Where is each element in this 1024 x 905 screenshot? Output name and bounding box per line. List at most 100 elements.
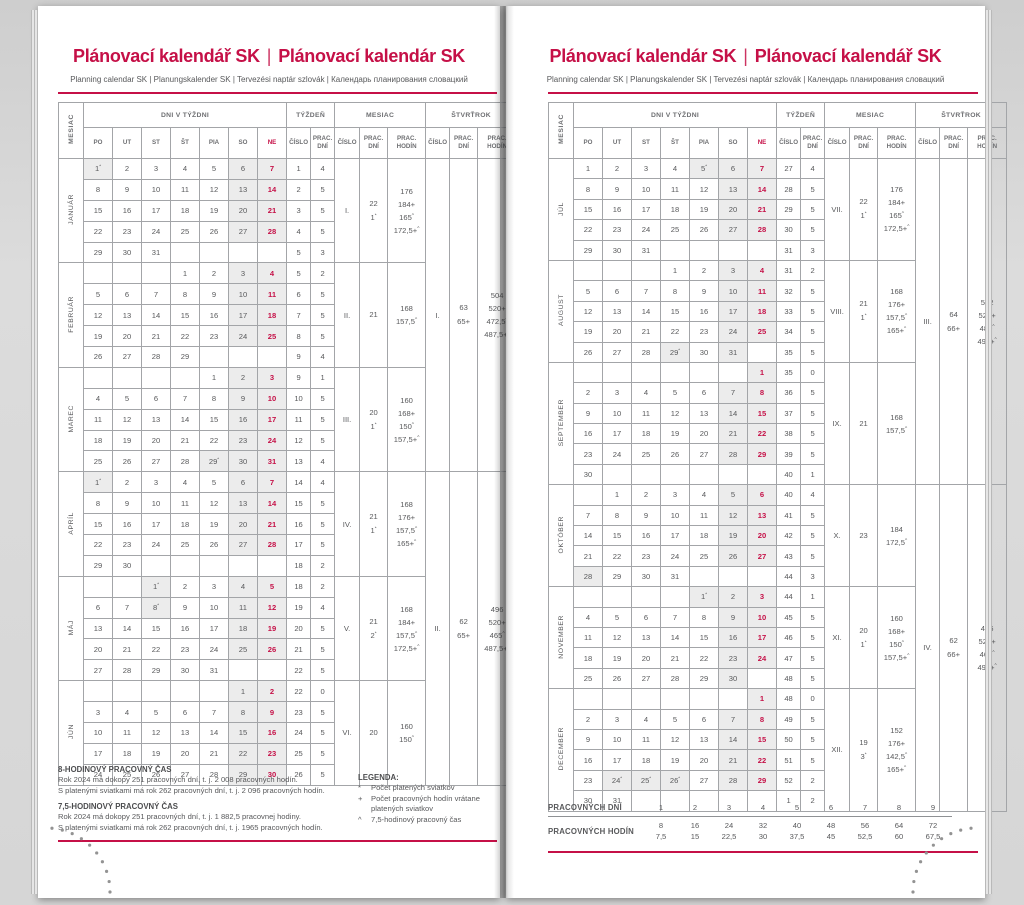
day-header-so: SO bbox=[718, 127, 748, 159]
day-cell: 14 bbox=[112, 617, 142, 640]
week-row: 16 17 18 19 20 21 22 51 5 bbox=[549, 749, 1007, 771]
day-cell: 6 bbox=[228, 471, 258, 494]
day-header-ut: UT bbox=[602, 127, 632, 159]
day-cell: 28 bbox=[746, 219, 778, 241]
day-cell: 6 bbox=[112, 283, 142, 306]
legend-symbol-asterisk: * bbox=[358, 783, 361, 792]
day-cell: 29 bbox=[746, 443, 778, 465]
day-cell: 1* bbox=[141, 575, 171, 598]
day-cell: 24 bbox=[141, 220, 171, 243]
day-cell: 1 bbox=[602, 484, 632, 506]
day-cell: 22 bbox=[199, 429, 229, 452]
day-cell: 15 bbox=[746, 402, 778, 425]
week-group-header: TÝŽDEŇ bbox=[776, 102, 826, 128]
month-name-cell: DECEMBER bbox=[548, 688, 574, 812]
day-cell: 4 bbox=[689, 484, 719, 506]
week-number-cell: 15 bbox=[286, 492, 312, 515]
month-workdays-cell: 20 1* bbox=[849, 586, 879, 690]
day-cell: 7 bbox=[746, 157, 778, 180]
week-number-cell: 5 bbox=[286, 241, 312, 264]
day-cell: 18 bbox=[573, 647, 603, 669]
day-cell: 20 bbox=[689, 423, 719, 445]
week-workdays-cell: 5 bbox=[310, 763, 336, 786]
week-number-cell: 7 bbox=[286, 304, 312, 327]
day-cell: 27 bbox=[689, 769, 719, 792]
day-cell bbox=[83, 575, 113, 598]
day-cell: 14 bbox=[256, 492, 288, 515]
day-cell: 25* bbox=[631, 769, 661, 792]
day-cell: 17 bbox=[83, 742, 113, 765]
day-cell: 5 bbox=[573, 280, 603, 302]
week-row: FEBRUÁR 1 2 3 4 5 2 II. 21 168 157,5^ bbox=[58, 262, 517, 368]
day-cell: 22 bbox=[602, 545, 632, 567]
day-cell: 13 bbox=[631, 626, 661, 649]
day-cell bbox=[689, 239, 719, 261]
day-cell: 8 bbox=[689, 606, 719, 628]
day-cell: 18 bbox=[112, 742, 142, 765]
day-cell: 31 bbox=[256, 450, 288, 473]
quarter-number-cell: III. bbox=[915, 157, 941, 486]
week-workdays-cell: 5 bbox=[310, 492, 336, 515]
week-row: APRÍL 1* 2 3 4 5 6 7 14 4 IV. 21 1* 168 176+ 157,5^ 165+… bbox=[58, 471, 518, 786]
day-cell: 16 bbox=[573, 423, 603, 445]
workhours-value: 24 22,5 bbox=[721, 821, 737, 841]
day-cell: 17 bbox=[602, 423, 632, 445]
worktime-8h-line1: Rok 2024 má dokopy 251 pracovných dní, t… bbox=[58, 775, 298, 784]
week-number-cell: 32 bbox=[776, 280, 802, 302]
legend-item: ^ 7,5-hodinový pracovný čas bbox=[358, 815, 497, 826]
day-cell: 25 bbox=[573, 667, 603, 690]
day-cell: 16 bbox=[631, 525, 661, 547]
day-cell: 20 bbox=[718, 198, 748, 221]
week-number-cell: 45 bbox=[776, 606, 802, 628]
day-cell: 1 bbox=[199, 366, 229, 389]
day-cell: 6 bbox=[718, 157, 748, 180]
day-cell: 22 bbox=[746, 423, 778, 445]
week-workdays-cell: 5 bbox=[310, 199, 336, 222]
day-cell: 26 bbox=[689, 219, 719, 241]
day-cell: 8 bbox=[602, 504, 632, 527]
day-cell: 31 bbox=[660, 565, 690, 588]
day-cell: 15 bbox=[170, 304, 200, 327]
workhours-value: 48 45 bbox=[826, 821, 836, 841]
day-cell: 4 bbox=[573, 606, 603, 628]
day-cell: 2 bbox=[256, 680, 288, 703]
workdays-value: 8 bbox=[896, 803, 902, 812]
day-cell: 11 bbox=[689, 504, 719, 527]
day-cell: 10 bbox=[83, 722, 113, 744]
month-number-cell: I. bbox=[334, 157, 361, 264]
day-cell: 24 bbox=[199, 638, 229, 661]
quarter-group-header: ŠTVRŤROK bbox=[915, 102, 1008, 128]
week-row: 22 23 24 25 26 27 28 4 5 bbox=[59, 220, 517, 243]
day-cell: 30 bbox=[689, 341, 719, 363]
day-cell: 6 bbox=[689, 708, 719, 730]
week-number-cell: 13 bbox=[286, 450, 312, 473]
week-row: 4 5 6 7 8 9 10 10 5 bbox=[59, 387, 517, 410]
day-cell: 30 bbox=[228, 450, 258, 473]
day-cell: 7 bbox=[631, 280, 661, 302]
day-cell: 10 bbox=[602, 402, 632, 425]
day-cell: 31 bbox=[141, 241, 171, 264]
day-cell: 30 bbox=[602, 239, 632, 261]
month-workdays-cell: 21 1* bbox=[849, 259, 879, 363]
day-cell: 26 bbox=[573, 341, 603, 363]
week-workdays-cell: 1 bbox=[310, 366, 336, 389]
month-workhours-cell: 168 157,5^ bbox=[387, 262, 427, 368]
planning-table-jul-dec: MESIAC DNI V TÝŽDNI TÝŽDEŇ MESIAC ŠTVRŤROK PO… bbox=[548, 102, 1008, 812]
month-workdays-cell: 22 1* bbox=[359, 157, 389, 264]
day-cell: 14 bbox=[256, 178, 288, 201]
day-cell: 14 bbox=[631, 300, 661, 323]
month-group-header: MESIAC bbox=[824, 102, 917, 128]
day-cell: 18 bbox=[83, 429, 113, 452]
month-number-header: ČÍSLO bbox=[334, 127, 361, 159]
day-cell: 24 bbox=[228, 325, 258, 348]
day-cell: 23 bbox=[112, 220, 142, 243]
week-workdays-cell: 4 bbox=[310, 346, 336, 368]
day-cell: 4 bbox=[660, 157, 690, 180]
day-cell: 9 bbox=[689, 280, 719, 302]
month-column-header: MESIAC bbox=[58, 102, 84, 159]
day-cell: 18 bbox=[256, 304, 288, 327]
week-row: 7 8 9 10 11 12 13 41 5 bbox=[549, 504, 1007, 527]
day-cell: 15 bbox=[199, 408, 229, 431]
legend-text: Počet platených sviatkov bbox=[371, 783, 455, 792]
week-number-cell: 20 bbox=[286, 617, 312, 640]
